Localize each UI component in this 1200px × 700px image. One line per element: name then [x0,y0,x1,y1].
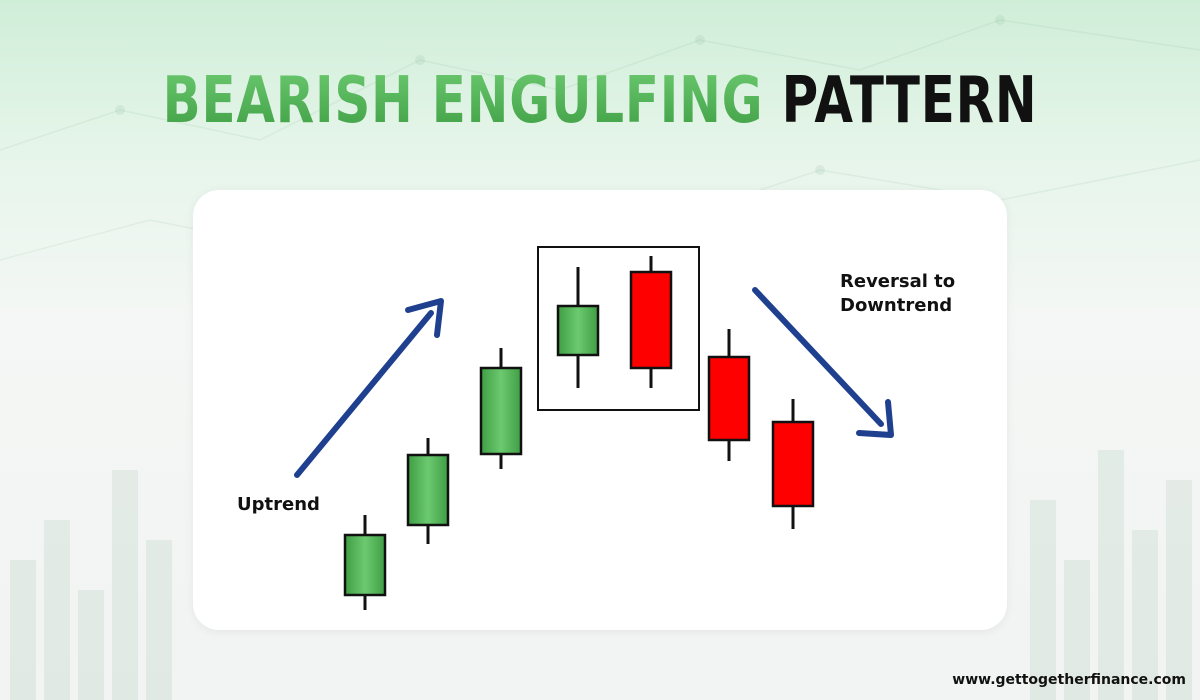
title-highlight: BEARISH ENGULFING [162,64,764,138]
downtrend-arrow [752,287,894,438]
engulfing-highlight-box [537,246,700,411]
bullish-candle-2 [406,438,450,544]
bearish-candle-7 [771,399,815,529]
bullish-candle-3 [479,348,523,469]
candlestick-diagram [294,246,894,610]
candle-body [406,453,450,527]
diagram-card: Uptrend Reversal to Downtrend [193,190,1007,630]
website-footer: www.gettogetherfinance.com [952,672,1186,688]
bullish-candle-1 [343,515,387,610]
candle-body [343,533,387,597]
uptrend-arrow [294,298,444,478]
candle-body [771,420,815,508]
bearish-candle-6 [707,329,751,461]
page-title: BEARISH ENGULFING PATTERN [132,66,1068,136]
title-rest: PATTERN [781,64,1038,138]
bullish-candle-4 [556,267,600,388]
candle-body [556,304,600,357]
candle-body [629,270,673,370]
reversal-label: Reversal to Downtrend [840,271,956,317]
uptrend-label: Uptrend [237,494,320,515]
candle-body [707,355,751,442]
candle-body [479,366,523,456]
bearish-candle-5 [629,256,673,388]
